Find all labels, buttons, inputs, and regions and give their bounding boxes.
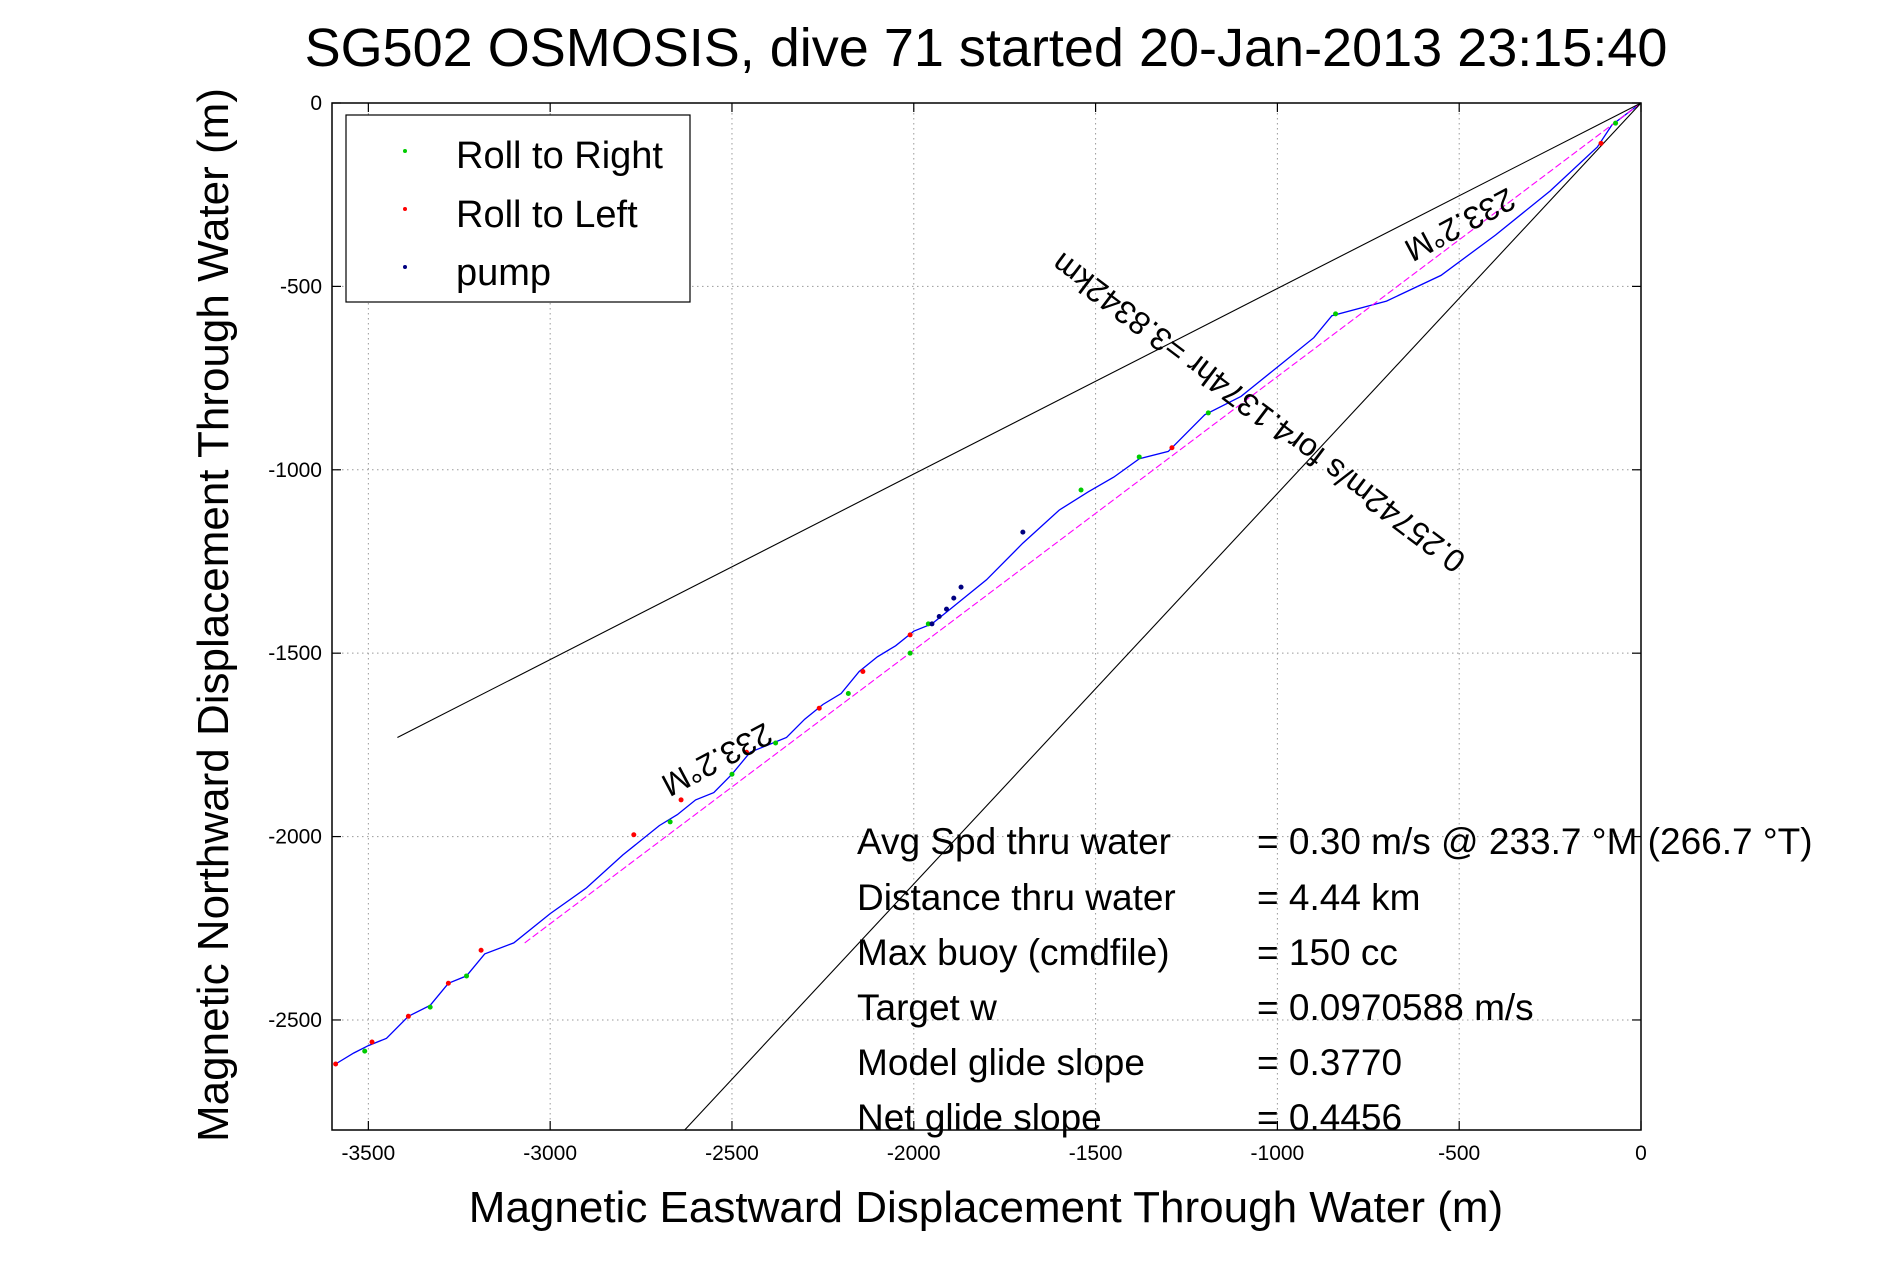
roll-left-marker <box>333 1061 339 1067</box>
roll-left-marker <box>860 669 866 675</box>
mean-heading-line <box>524 102 1642 944</box>
pump-marker <box>929 621 935 627</box>
stat-value-max-buoy: = 150 cc <box>1257 932 1398 973</box>
legend-marker-pump <box>403 265 407 269</box>
x-tick-label: -500 <box>1438 1142 1480 1165</box>
pump-marker <box>951 595 957 601</box>
plot-frame <box>331 102 1642 1131</box>
x-tick-label: -3500 <box>342 1142 396 1165</box>
pump-marker <box>944 606 950 612</box>
legend-label-roll-left: Roll to Left <box>456 194 638 236</box>
roll-right-marker <box>1078 487 1084 493</box>
stat-value-avg-speed: = 0.30 m/s @ 233.7 °M (266.7 °T) <box>1257 821 1813 862</box>
x-tick-label: -2500 <box>705 1142 759 1165</box>
roll-left-marker <box>816 705 822 711</box>
roll-right-marker <box>907 650 913 656</box>
y-tick-label: -1500 <box>268 642 322 665</box>
stat-label-distance: Distance thru water <box>857 877 1176 918</box>
roll-right-marker <box>925 621 931 627</box>
roll-right-marker <box>845 691 851 697</box>
axis-ticks: -3500 -3000 -2500 -2000 -1500 -1000 -500 0 0 -500… <box>268 92 1647 1165</box>
stat-value-model-glide: = 0.3770 <box>1257 1042 1402 1083</box>
stat-value-target-w: = 0.0970588 m/s <box>1257 987 1534 1028</box>
roll-right-marker <box>464 973 470 979</box>
roll-left-marker <box>369 1039 375 1045</box>
y-tick-label: -2000 <box>268 826 322 849</box>
envelope-line-upper <box>397 102 1642 738</box>
stat-label-model-glide: Model glide slope <box>857 1042 1145 1083</box>
legend-label-roll-right: Roll to Right <box>456 135 663 177</box>
roll-right-marker <box>427 1004 433 1010</box>
y-tick-label: -500 <box>280 275 322 298</box>
y-tick-label: -2500 <box>268 1009 322 1032</box>
stat-label-avg-speed: Avg Spd thru water <box>857 821 1171 862</box>
series-markers <box>333 120 1619 1067</box>
pump-marker <box>1020 529 1026 535</box>
legend-marker-roll-right <box>403 149 407 153</box>
x-tick-label: -1500 <box>1069 1142 1123 1165</box>
pump-marker <box>958 584 964 590</box>
y-tick-label: -1000 <box>268 459 322 482</box>
legend-label-pump: pump <box>456 252 551 294</box>
roll-left-marker <box>405 1013 411 1019</box>
roll-right-marker <box>773 740 779 746</box>
stat-label-target-w: Target w <box>857 987 997 1028</box>
roll-left-marker <box>678 797 684 803</box>
pump-marker <box>936 614 942 619</box>
envelope-line-lower <box>684 102 1642 1131</box>
stat-value-net-glide: = 0.4456 <box>1257 1097 1402 1138</box>
chart-title: SG502 OSMOSIS, dive 71 started 20-Jan-20… <box>305 18 1668 78</box>
stats-block: Avg Spd thru water = 0.30 m/s @ 233.7 °M… <box>857 821 1813 1138</box>
x-tick-label: -3000 <box>523 1142 577 1165</box>
series-lines <box>335 102 1642 1131</box>
stat-label-net-glide: Net glide slope <box>857 1097 1102 1138</box>
plot-data <box>333 102 1642 1131</box>
legend: Roll to Right Roll to Left pump <box>345 114 691 303</box>
roll-left-marker <box>744 749 750 755</box>
x-tick-label: -1000 <box>1251 1142 1305 1165</box>
roll-left-marker <box>631 832 637 838</box>
roll-left-marker <box>445 980 451 986</box>
roll-right-marker <box>1136 454 1142 460</box>
roll-right-marker <box>1333 311 1339 317</box>
roll-right-marker <box>362 1048 368 1054</box>
roll-right-marker <box>667 819 673 825</box>
roll-left-marker <box>478 947 484 953</box>
x-axis-label: Magnetic Eastward Displacement Through W… <box>469 1183 1503 1232</box>
legend-marker-roll-left <box>403 207 407 211</box>
roll-right-marker <box>729 771 735 777</box>
stat-label-max-buoy: Max buoy (cmdfile) <box>857 932 1170 973</box>
x-tick-label: -2000 <box>887 1142 941 1165</box>
y-tick-label: 0 <box>310 92 322 115</box>
x-tick-label: 0 <box>1635 1142 1647 1165</box>
track-line <box>335 102 1642 1065</box>
roll-right-marker <box>1205 410 1211 416</box>
y-axis-label: Magnetic Northward Displacement Through … <box>189 88 238 1142</box>
roll-left-marker <box>1169 445 1175 451</box>
roll-right-marker <box>1613 120 1619 126</box>
roll-left-marker <box>1598 140 1604 146</box>
stat-value-distance: = 4.44 km <box>1257 877 1421 918</box>
roll-left-marker <box>907 632 913 638</box>
